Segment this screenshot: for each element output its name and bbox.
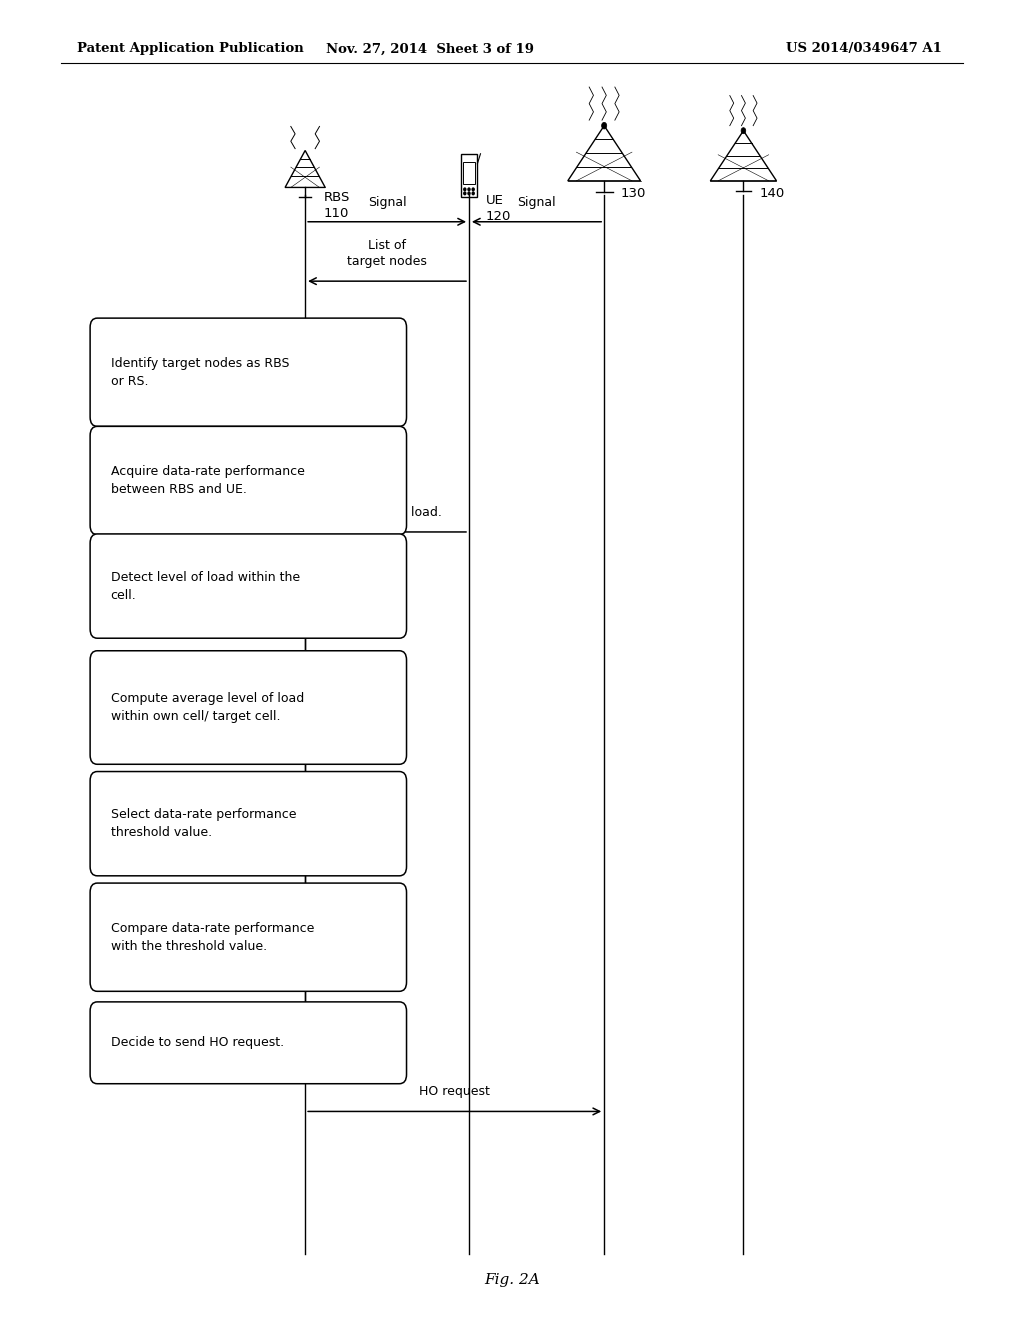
Text: Detect level of load within the
cell.: Detect level of load within the cell. xyxy=(111,570,300,602)
FancyBboxPatch shape xyxy=(90,426,407,535)
Bar xyxy=(463,162,475,183)
FancyBboxPatch shape xyxy=(90,771,407,876)
Text: 140: 140 xyxy=(760,187,785,201)
FancyBboxPatch shape xyxy=(90,533,407,638)
Text: Select data-rate performance
threshold value.: Select data-rate performance threshold v… xyxy=(111,808,296,840)
Circle shape xyxy=(472,191,474,195)
Circle shape xyxy=(468,191,470,195)
Text: Signal: Signal xyxy=(368,195,407,209)
Text: Level of cell load.: Level of cell load. xyxy=(332,506,442,519)
Text: Signal: Signal xyxy=(517,195,556,209)
Circle shape xyxy=(464,191,466,195)
FancyBboxPatch shape xyxy=(90,318,407,426)
Text: RBS
110: RBS 110 xyxy=(324,191,350,220)
Text: Decide to send HO request.: Decide to send HO request. xyxy=(111,1036,284,1049)
Circle shape xyxy=(468,187,470,190)
Text: UE
120: UE 120 xyxy=(485,194,511,223)
Bar xyxy=(461,154,477,198)
Circle shape xyxy=(741,128,745,133)
Text: Identify target nodes as RBS
or RS.: Identify target nodes as RBS or RS. xyxy=(111,356,289,388)
Text: Fig. 2A: Fig. 2A xyxy=(484,1274,540,1287)
FancyBboxPatch shape xyxy=(90,1002,407,1084)
Text: Compute average level of load
within own cell/ target cell.: Compute average level of load within own… xyxy=(111,692,304,723)
Text: 130: 130 xyxy=(621,187,646,201)
FancyBboxPatch shape xyxy=(90,883,407,991)
Text: Acquire data-rate performance
between RBS and UE.: Acquire data-rate performance between RB… xyxy=(111,465,304,496)
Circle shape xyxy=(601,123,607,129)
Text: List of
target nodes: List of target nodes xyxy=(347,239,427,268)
Text: US 2014/0349647 A1: US 2014/0349647 A1 xyxy=(786,42,942,55)
Circle shape xyxy=(464,187,466,190)
Text: Patent Application Publication: Patent Application Publication xyxy=(77,42,303,55)
FancyBboxPatch shape xyxy=(90,651,407,764)
Text: Nov. 27, 2014  Sheet 3 of 19: Nov. 27, 2014 Sheet 3 of 19 xyxy=(326,42,535,55)
Circle shape xyxy=(472,187,474,190)
Text: HO request: HO request xyxy=(419,1085,490,1098)
Text: Compare data-rate performance
with the threshold value.: Compare data-rate performance with the t… xyxy=(111,921,314,953)
